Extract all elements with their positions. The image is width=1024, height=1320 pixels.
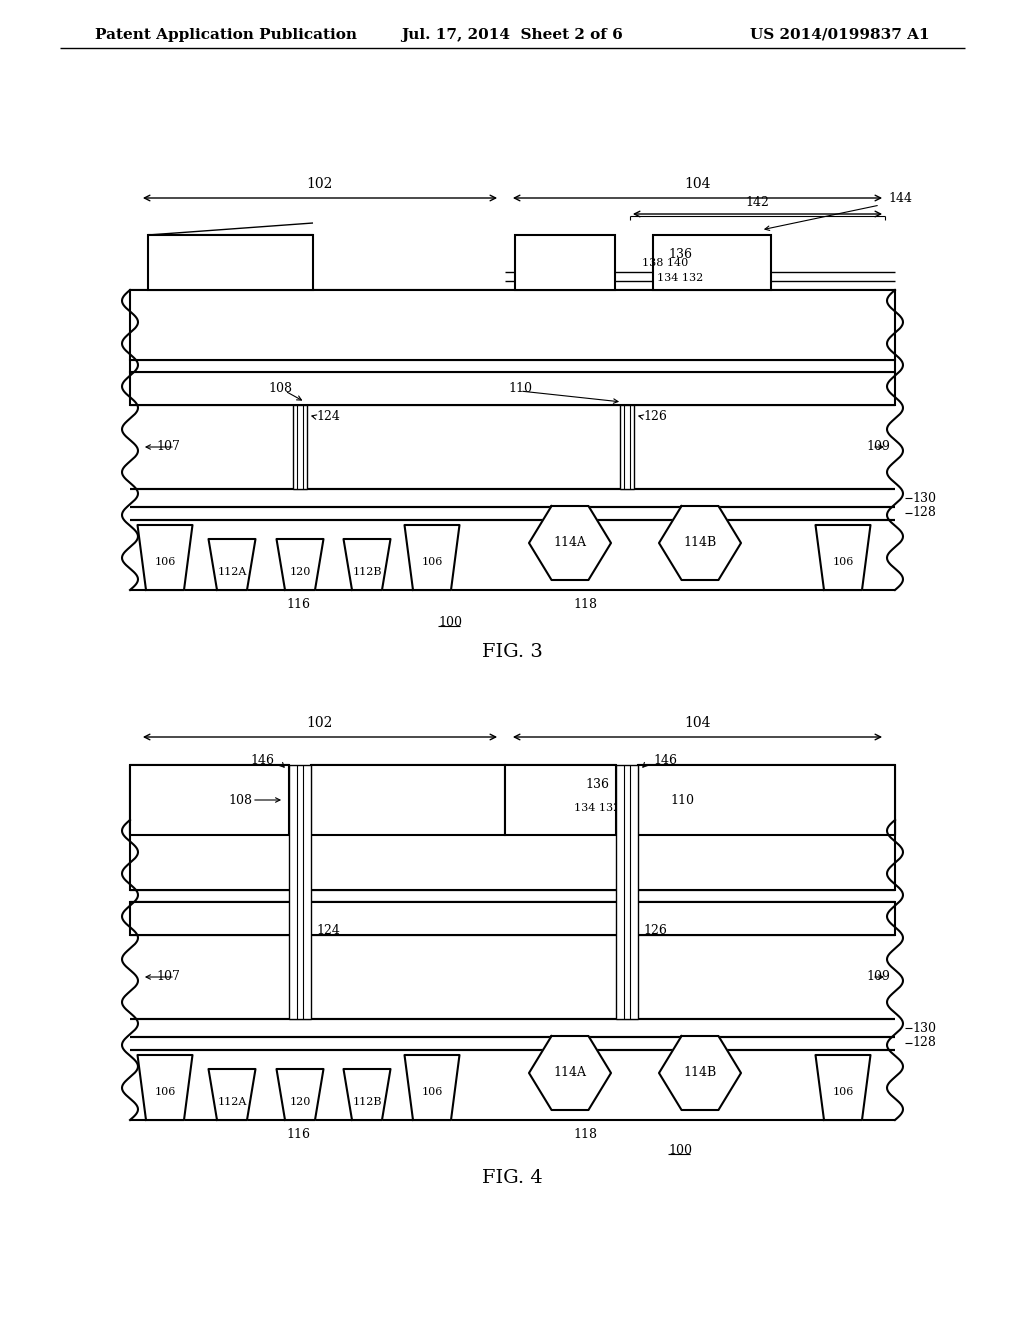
Polygon shape xyxy=(276,1069,324,1119)
Text: 106: 106 xyxy=(421,557,442,568)
Text: 126: 126 xyxy=(643,924,667,936)
Text: 107: 107 xyxy=(156,970,180,983)
Text: 106: 106 xyxy=(833,557,854,568)
Text: 128: 128 xyxy=(912,507,936,520)
Text: 128: 128 xyxy=(912,1036,936,1049)
Bar xyxy=(130,902,895,935)
Text: 120: 120 xyxy=(290,568,310,577)
Text: 114A: 114A xyxy=(554,536,587,549)
Polygon shape xyxy=(209,1069,256,1119)
Text: FIG. 4: FIG. 4 xyxy=(481,1170,543,1187)
Text: 144: 144 xyxy=(888,193,912,206)
Text: 118: 118 xyxy=(573,1127,597,1140)
Bar xyxy=(616,766,638,1019)
Bar xyxy=(130,372,895,405)
Text: 112A: 112A xyxy=(217,568,247,577)
Text: 110: 110 xyxy=(508,381,532,395)
Text: 108: 108 xyxy=(228,793,252,807)
Text: 146: 146 xyxy=(250,754,274,767)
Bar xyxy=(505,766,616,836)
Polygon shape xyxy=(659,1036,741,1110)
Text: 112B: 112B xyxy=(352,568,382,577)
Text: 106: 106 xyxy=(421,1086,442,1097)
Polygon shape xyxy=(529,1036,611,1110)
Polygon shape xyxy=(137,1055,193,1119)
Text: 106: 106 xyxy=(155,1086,176,1097)
Polygon shape xyxy=(529,506,611,579)
Polygon shape xyxy=(343,539,390,590)
Text: 112A: 112A xyxy=(217,1097,247,1107)
Polygon shape xyxy=(343,1069,390,1119)
Polygon shape xyxy=(137,525,193,590)
Text: 120: 120 xyxy=(290,1097,310,1107)
Bar xyxy=(515,235,615,290)
Text: 106: 106 xyxy=(155,557,176,568)
Text: 104: 104 xyxy=(684,177,711,191)
Bar xyxy=(311,766,505,836)
Text: 124: 124 xyxy=(316,411,340,424)
Text: 130: 130 xyxy=(912,1022,936,1035)
Text: 138 140: 138 140 xyxy=(642,257,688,268)
Text: 130: 130 xyxy=(912,491,936,504)
Polygon shape xyxy=(276,539,324,590)
Text: FIG. 3: FIG. 3 xyxy=(481,643,543,661)
Text: 107: 107 xyxy=(156,441,180,454)
Bar xyxy=(148,235,313,290)
Bar xyxy=(130,290,895,360)
Text: 112B: 112B xyxy=(352,1097,382,1107)
Text: 104: 104 xyxy=(684,715,711,730)
Text: Patent Application Publication: Patent Application Publication xyxy=(95,28,357,42)
Polygon shape xyxy=(209,539,256,590)
Text: 116: 116 xyxy=(286,598,310,610)
Bar xyxy=(130,820,895,890)
Text: 100: 100 xyxy=(668,1143,692,1156)
Bar xyxy=(293,405,307,488)
Polygon shape xyxy=(404,525,460,590)
Bar xyxy=(130,766,289,836)
Text: 134 132: 134 132 xyxy=(656,273,703,282)
Polygon shape xyxy=(815,525,870,590)
Text: 126: 126 xyxy=(643,411,667,424)
Text: 110: 110 xyxy=(670,793,694,807)
Text: 124: 124 xyxy=(316,924,340,936)
Text: 118: 118 xyxy=(573,598,597,610)
Text: 108: 108 xyxy=(268,381,292,395)
Text: 102: 102 xyxy=(307,177,333,191)
Text: 134 132: 134 132 xyxy=(573,803,621,813)
Text: 109: 109 xyxy=(866,970,890,983)
Polygon shape xyxy=(659,506,741,579)
Text: 136: 136 xyxy=(585,777,609,791)
Polygon shape xyxy=(815,1055,870,1119)
Bar xyxy=(638,766,895,836)
Text: 146: 146 xyxy=(653,754,677,767)
Text: 102: 102 xyxy=(307,715,333,730)
Text: 142: 142 xyxy=(745,195,769,209)
Text: 114A: 114A xyxy=(554,1067,587,1080)
Text: US 2014/0199837 A1: US 2014/0199837 A1 xyxy=(751,28,930,42)
Text: 114B: 114B xyxy=(683,536,717,549)
Text: 136: 136 xyxy=(668,248,692,260)
Text: 106: 106 xyxy=(833,1086,854,1097)
Bar xyxy=(289,766,311,1019)
Polygon shape xyxy=(404,1055,460,1119)
Text: 109: 109 xyxy=(866,441,890,454)
Text: 114B: 114B xyxy=(683,1067,717,1080)
Text: 116: 116 xyxy=(286,1127,310,1140)
Bar xyxy=(130,360,895,372)
Bar xyxy=(653,235,771,290)
Text: 100: 100 xyxy=(438,615,462,628)
Text: Jul. 17, 2014  Sheet 2 of 6: Jul. 17, 2014 Sheet 2 of 6 xyxy=(401,28,623,42)
Bar xyxy=(620,405,634,488)
